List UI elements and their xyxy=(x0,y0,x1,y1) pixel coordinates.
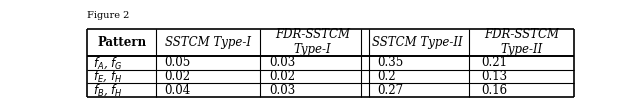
Text: 0.16: 0.16 xyxy=(481,84,508,97)
Text: 0.02: 0.02 xyxy=(269,70,295,83)
Text: SSTCM Type-I: SSTCM Type-I xyxy=(165,36,252,49)
Text: Pattern: Pattern xyxy=(97,36,147,49)
Text: 0.27: 0.27 xyxy=(377,84,403,97)
Text: SSTCM Type-II: SSTCM Type-II xyxy=(372,36,462,49)
Text: 0.35: 0.35 xyxy=(377,56,403,69)
Text: FDR-SSTCM
Type-II: FDR-SSTCM Type-II xyxy=(484,28,559,56)
Text: 0.05: 0.05 xyxy=(164,56,191,69)
Text: 0.03: 0.03 xyxy=(269,56,295,69)
Text: $f_{B}$, $f_{H}$: $f_{B}$, $f_{H}$ xyxy=(93,82,123,98)
Text: 0.03: 0.03 xyxy=(269,84,295,97)
Text: 0.21: 0.21 xyxy=(481,56,508,69)
Text: 0.2: 0.2 xyxy=(377,70,396,83)
Text: 0.04: 0.04 xyxy=(164,84,191,97)
Text: $f_{E}$, $f_{H}$: $f_{E}$, $f_{H}$ xyxy=(93,69,122,84)
Text: Figure 2: Figure 2 xyxy=(88,11,130,20)
Text: FDR-SSTCM
Type-I: FDR-SSTCM Type-I xyxy=(275,28,350,56)
Text: $f_{A}$, $f_{G}$: $f_{A}$, $f_{G}$ xyxy=(93,55,123,71)
Text: 0.13: 0.13 xyxy=(481,70,508,83)
Text: 0.02: 0.02 xyxy=(164,70,191,83)
